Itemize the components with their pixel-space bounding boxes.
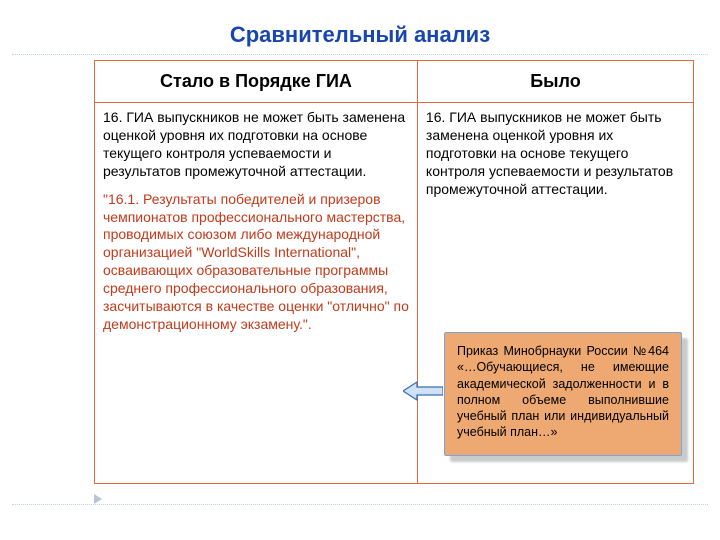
left-para-2-highlight: "16.1. Результаты победителей и призеров… [103, 191, 409, 334]
right-para-1: 16. ГИА выпускников не может быть замене… [426, 109, 685, 199]
callout-box: Приказ Минобрнауки России №464 «…Обучающ… [444, 332, 682, 456]
slide: Сравнительный анализ Стало в Порядке ГИА… [0, 0, 720, 540]
rule-line [12, 54, 708, 55]
table-header-row: Стало в Порядке ГИА Было [95, 61, 693, 103]
slide-marker-icon [94, 494, 102, 504]
col-header-left: Стало в Порядке ГИА [95, 61, 418, 103]
slide-title: Сравнительный анализ [0, 22, 720, 48]
rule-line [12, 504, 708, 505]
cell-left: 16. ГИА выпускников не может быть замене… [95, 103, 418, 483]
left-para-1: 16. ГИА выпускников не может быть замене… [103, 109, 409, 181]
col-header-right: Было [418, 61, 693, 103]
